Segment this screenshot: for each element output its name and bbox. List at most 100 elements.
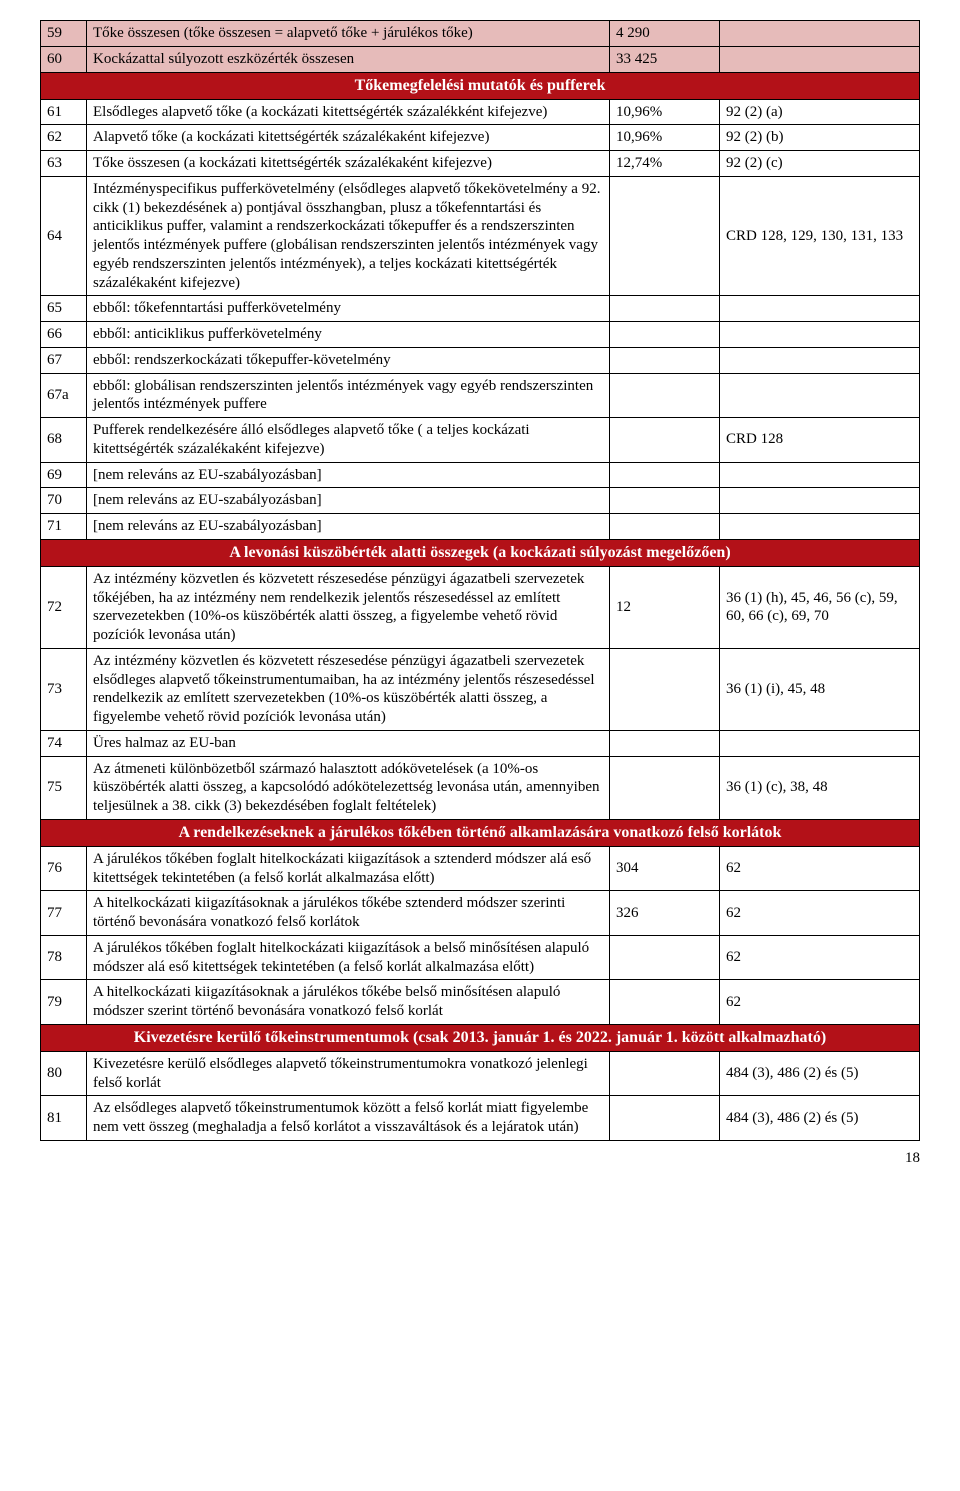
row-value (610, 1096, 720, 1141)
row-description: A hitelkockázati kiigazításoknak a járul… (87, 980, 610, 1025)
row-number: 72 (41, 566, 87, 648)
row-reference: 36 (1) (i), 45, 48 (720, 648, 920, 730)
row-number: 69 (41, 462, 87, 488)
row-number: 81 (41, 1096, 87, 1141)
row-number: 62 (41, 125, 87, 151)
row-number: 59 (41, 21, 87, 47)
row-reference: 62 (720, 935, 920, 980)
row-number: 67 (41, 347, 87, 373)
row-reference: 62 (720, 846, 920, 891)
row-description: Alapvető tőke (a kockázati kitettségérté… (87, 125, 610, 151)
row-reference: CRD 128, 129, 130, 131, 133 (720, 176, 920, 296)
row-value: 4 290 (610, 21, 720, 47)
row-description: Tőke összesen (a kockázati kitettségérté… (87, 151, 610, 177)
row-reference (720, 514, 920, 540)
row-value (610, 373, 720, 418)
row-number: 64 (41, 176, 87, 296)
row-description: A járulékos tőkében foglalt hitelkockáza… (87, 935, 610, 980)
row-description: [nem releváns az EU-szabályozásban] (87, 514, 610, 540)
row-description: Az elsődleges alapvető tőkeinstrumentumo… (87, 1096, 610, 1141)
row-reference (720, 296, 920, 322)
row-value (610, 756, 720, 819)
row-value: 12,74% (610, 151, 720, 177)
row-number: 70 (41, 488, 87, 514)
row-value (610, 296, 720, 322)
row-description: A hitelkockázati kiigazításoknak a járul… (87, 891, 610, 936)
row-reference (720, 322, 920, 348)
row-value (610, 418, 720, 463)
row-description: Kivezetésre kerülő elsődleges alapvető t… (87, 1051, 610, 1096)
row-value (610, 462, 720, 488)
row-value (610, 514, 720, 540)
row-value (610, 980, 720, 1025)
row-reference: 62 (720, 980, 920, 1025)
row-reference (720, 730, 920, 756)
row-number: 73 (41, 648, 87, 730)
row-value: 33 425 (610, 46, 720, 72)
row-number: 65 (41, 296, 87, 322)
row-number: 67a (41, 373, 87, 418)
row-number: 79 (41, 980, 87, 1025)
row-description: ebből: anticiklikus pufferkövetelmény (87, 322, 610, 348)
row-reference (720, 462, 920, 488)
row-reference (720, 373, 920, 418)
row-value (610, 730, 720, 756)
row-number: 77 (41, 891, 87, 936)
row-description: Kockázattal súlyozott eszközérték összes… (87, 46, 610, 72)
section-header: Tőkemegfelelési mutatók és pufferek (41, 72, 920, 99)
row-description: Tőke összesen (tőke összesen = alapvető … (87, 21, 610, 47)
row-value (610, 176, 720, 296)
section-header: A levonási küszöbérték alatti összegek (… (41, 539, 920, 566)
row-description: Az intézmény közvetlen és közvetett rész… (87, 566, 610, 648)
row-description: A járulékos tőkében foglalt hitelkockáza… (87, 846, 610, 891)
row-description: [nem releváns az EU-szabályozásban] (87, 462, 610, 488)
row-number: 75 (41, 756, 87, 819)
row-reference: CRD 128 (720, 418, 920, 463)
row-number: 76 (41, 846, 87, 891)
row-number: 78 (41, 935, 87, 980)
row-value: 12 (610, 566, 720, 648)
row-reference: 92 (2) (c) (720, 151, 920, 177)
row-description: [nem releváns az EU-szabályozásban] (87, 488, 610, 514)
row-description: ebből: rendszerkockázati tőkepuffer-köve… (87, 347, 610, 373)
row-reference: 484 (3), 486 (2) és (5) (720, 1051, 920, 1096)
row-number: 63 (41, 151, 87, 177)
row-reference (720, 347, 920, 373)
row-description: Pufferek rendelkezésére álló elsődleges … (87, 418, 610, 463)
row-value (610, 648, 720, 730)
row-description: Az átmeneti különbözetből származó halas… (87, 756, 610, 819)
row-description: ebből: globálisan rendszerszinten jelent… (87, 373, 610, 418)
row-value (610, 488, 720, 514)
row-value: 326 (610, 891, 720, 936)
row-value (610, 1051, 720, 1096)
row-number: 66 (41, 322, 87, 348)
section-header: A rendelkezéseknek a járulékos tőkében t… (41, 819, 920, 846)
row-number: 68 (41, 418, 87, 463)
row-reference: 36 (1) (c), 38, 48 (720, 756, 920, 819)
row-reference (720, 46, 920, 72)
row-reference (720, 488, 920, 514)
row-value (610, 935, 720, 980)
row-reference: 36 (1) (h), 45, 46, 56 (c), 59, 60, 66 (… (720, 566, 920, 648)
row-reference: 92 (2) (a) (720, 99, 920, 125)
row-description: ebből: tőkefenntartási pufferkövetelmény (87, 296, 610, 322)
row-value: 10,96% (610, 99, 720, 125)
row-description: Az intézmény közvetlen és közvetett rész… (87, 648, 610, 730)
row-description: Intézményspecifikus pufferkövetelmény (e… (87, 176, 610, 296)
page-number: 18 (40, 1149, 920, 1168)
row-description: Elsődleges alapvető tőke (a kockázati ki… (87, 99, 610, 125)
row-value: 304 (610, 846, 720, 891)
section-header: Kivezetésre kerülő tőkeinstrumentumok (c… (41, 1024, 920, 1051)
row-number: 60 (41, 46, 87, 72)
row-value (610, 347, 720, 373)
row-reference: 92 (2) (b) (720, 125, 920, 151)
row-value (610, 322, 720, 348)
row-number: 80 (41, 1051, 87, 1096)
row-number: 74 (41, 730, 87, 756)
row-reference (720, 21, 920, 47)
financial-table: 59Tőke összesen (tőke összesen = alapvet… (40, 20, 920, 1141)
row-number: 71 (41, 514, 87, 540)
row-value: 10,96% (610, 125, 720, 151)
row-description: Üres halmaz az EU-ban (87, 730, 610, 756)
row-number: 61 (41, 99, 87, 125)
